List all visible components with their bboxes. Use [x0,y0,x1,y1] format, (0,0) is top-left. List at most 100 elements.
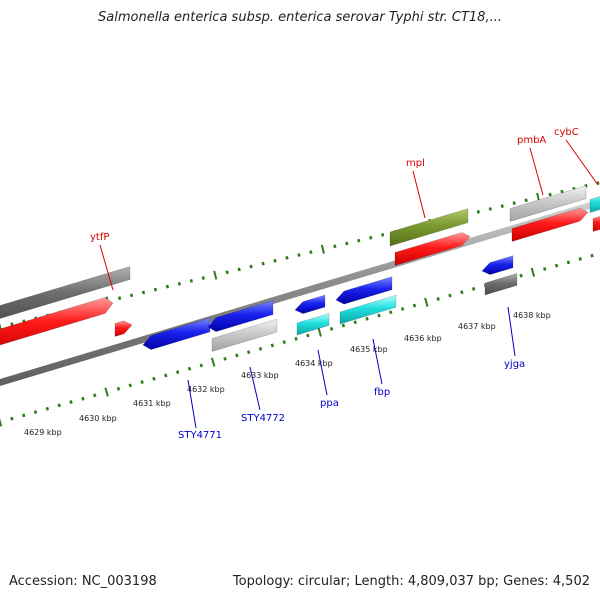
lower-tick-track-minor-tick [116,386,121,391]
lower-tick-track-minor-tick [329,326,334,331]
upper-tick-track-minor-tick [153,287,158,292]
upper-tick-track-minor-tick [249,264,253,269]
upper-tick-track-minor-tick [129,293,134,298]
feature-gene-pmbA[interactable] [509,185,587,222]
leader-line-mpl [412,170,426,219]
lower-tick-track-minor-tick [341,323,346,328]
lower-tick-track-minor-tick [566,260,571,265]
upper-tick-track-minor-tick [309,250,313,255]
upper-tick-track-minor-tick [524,198,528,203]
gene-label-STY4772[interactable]: STY4772 [241,413,285,424]
gene-label-yjga[interactable]: yjga [504,359,525,370]
upper-tick-track-minor-tick [369,235,373,240]
upper-tick-track-minor-tick [117,296,122,301]
kbp-label: 4629 kbp [24,428,62,437]
leader-line-yjga [507,306,516,357]
feature-cds-yjga[interactable] [481,255,514,275]
kbp-label: 4633 kbp [241,371,279,380]
upper-tick-track-minor-tick [177,282,181,286]
kbp-label: 4632 kbp [187,385,225,394]
upper-tick-track-minor-tick [596,181,600,185]
lower-tick-track-minor-tick [365,316,369,321]
upper-tick-track-major-tick [213,270,218,280]
kbp-label: 4637 kbp [458,322,496,331]
upper-tick-track-minor-tick [512,201,516,206]
upper-tick-track-minor-tick [225,270,229,275]
upper-tick-track-minor-tick [189,279,193,283]
leader-line-ytfP [99,244,114,291]
lower-tick-track-minor-tick [246,350,251,355]
feature-gene-STY4772[interactable] [211,318,278,352]
feature-cds-mpl[interactable] [394,232,471,266]
lower-tick-track-minor-tick [353,320,357,325]
lower-tick-track-minor-tick [519,273,523,278]
upper-tick-track-minor-tick [488,207,492,211]
lower-tick-track-minor-tick [128,383,132,388]
feature-gene-ppa[interactable] [296,312,330,336]
gene-label-ppa[interactable]: ppa [320,398,339,409]
leader-line-cybC [565,139,599,186]
lower-tick-track-major-tick [530,267,536,277]
lower-tick-track-minor-tick [377,313,381,318]
upper-tick-track-minor-tick [261,261,265,266]
feature-cds-pmbA[interactable] [511,207,589,242]
upper-tick-track-minor-tick [560,189,564,194]
feature-cds-ppa[interactable] [294,294,326,314]
leader-line-STY4772 [249,366,261,411]
kbp-label: 4630 kbp [79,414,117,423]
lower-tick-track-minor-tick [235,353,239,358]
feature-cds-STY4772[interactable] [207,300,274,332]
upper-tick-track-minor-tick [548,192,552,197]
upper-tick-track-minor-tick [237,267,241,272]
lower-tick-track-major-tick [104,387,109,397]
kbp-label: 4635 kbp [350,345,388,354]
feature-gene-yjga[interactable] [484,272,518,296]
lower-tick-track-minor-tick [93,393,97,398]
lower-tick-track-minor-tick [460,290,464,295]
upper-tick-track-minor-tick [476,210,480,214]
feature-gene-cybC[interactable] [589,193,600,213]
lower-tick-track-major-tick [317,327,322,337]
gene-label-STY4771[interactable]: STY4771 [178,430,222,441]
lower-tick-track-minor-tick [389,310,393,315]
upper-tick-track-minor-tick [141,290,146,295]
lower-tick-track-minor-tick [33,410,38,414]
lower-tick-track-minor-tick [306,333,310,338]
upper-tick-track-minor-tick [165,284,170,289]
upper-tick-track-minor-tick [297,253,301,257]
leader-line-fbp [372,338,383,385]
lower-tick-track-minor-tick [22,413,26,418]
leader-line-pmbA [529,147,544,196]
feature-cds-ytfP-small[interactable] [114,320,133,337]
accession-text: Accession: NC_003198 [9,574,157,589]
genome-title: Salmonella enterica subsp. enterica sero… [98,10,502,25]
upper-tick-track-minor-tick [273,258,277,263]
feature-gene-ytfP[interactable] [0,266,131,325]
upper-tick-track-minor-tick [381,233,385,237]
upper-tick-track-minor-tick [500,204,504,208]
kbp-label: 4634 kbp [295,359,333,368]
upper-tick-track-minor-tick [10,322,14,326]
lower-tick-track-major-tick [0,418,3,427]
lower-tick-track-minor-tick [223,356,227,361]
upper-tick-track-major-tick [320,244,325,254]
feature-gene-fbp[interactable] [339,294,397,325]
gene-label-cybC[interactable]: cybC [554,127,579,138]
lower-tick-track-minor-tick [590,253,594,258]
gene-label-fbp[interactable]: fbp [374,387,390,398]
feature-cds-ytfP[interactable] [0,297,114,352]
lower-tick-track-minor-tick [448,293,452,298]
lower-tick-track-minor-tick [175,370,180,374]
feature-gene-mpl[interactable] [389,208,469,247]
leader-line-ppa [317,349,328,396]
gene-label-ytfP[interactable]: ytfP [90,232,109,243]
lower-tick-track-minor-tick [436,297,440,301]
gene-label-mpl[interactable]: mpl [406,158,425,169]
lower-tick-track-minor-tick [57,403,61,408]
gene-label-pmbA[interactable]: pmbA [517,135,546,146]
lower-tick-track-minor-tick [45,406,50,411]
feature-cds-fbp[interactable] [335,276,393,305]
feature-cds-cybC[interactable] [592,215,600,232]
